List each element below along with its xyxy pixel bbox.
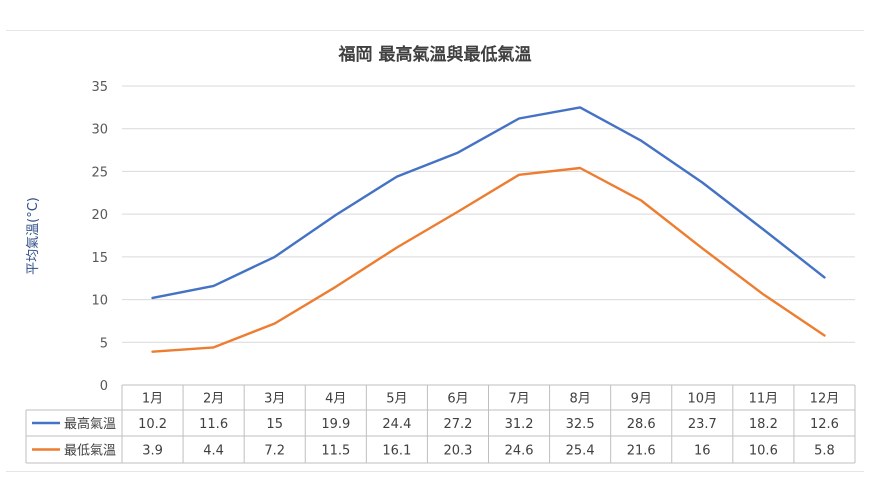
y-tick-label: 5 [100,336,108,351]
data-table-value: 18.2 [749,417,778,432]
y-tick-label: 25 [91,165,108,180]
data-table-value: 11.5 [321,444,350,459]
data-table-value: 15 [266,417,283,432]
y-tick-label: 30 [91,123,108,138]
data-table-value: 24.4 [382,417,411,432]
series-line [151,166,826,353]
data-table-value: 3.9 [142,444,163,459]
x-category-label: 3月 [264,392,285,407]
data-table-value: 10.2 [138,417,167,432]
data-table-value: 7.2 [264,444,285,459]
data-table-value: 25.4 [566,444,595,459]
series-layer [151,106,826,353]
data-table-value: 31.2 [505,417,534,432]
chart-title: 福岡 最高氣溫與最低氣溫 [338,44,532,65]
data-table-value: 16 [694,444,711,459]
x-category-label: 1月 [142,392,163,407]
legend-label: 最低氣溫 [64,444,116,459]
data-table-value: 20.3 [443,444,472,459]
grid-layer: 0 5 10 15 20 25 30 35 [91,80,855,394]
data-table-value: 24.6 [505,444,534,459]
data-table-value: 11.6 [199,417,228,432]
y-tick-label: 20 [91,208,108,223]
data-table-value: 32.5 [566,417,595,432]
data-table-value: 19.9 [321,417,350,432]
series-line [151,106,826,300]
y-tick-label: 15 [91,251,108,266]
x-category-label: 9月 [631,392,652,407]
x-category-label: 4月 [325,392,346,407]
data-table-value: 10.6 [749,444,778,459]
x-category-label: 7月 [508,392,529,407]
data-table-value: 5.8 [814,444,835,459]
x-category-label: 12月 [810,392,840,407]
x-category-label: 11月 [749,392,779,407]
data-table-value: 4.4 [203,444,224,459]
x-category-label: 10月 [688,392,718,407]
x-category-label: 2月 [203,392,224,407]
legend-label: 最高氣溫 [64,416,116,432]
data-table-value: 21.6 [627,444,656,459]
data-table-value: 27.2 [443,417,472,432]
x-category-label: 5月 [386,392,407,407]
y-tick-label: 35 [91,80,108,95]
x-category-label: 8月 [569,392,590,407]
data-table-value: 23.7 [688,417,717,432]
data-table-value: 28.6 [627,417,656,432]
y-tick-label: 10 [91,294,108,309]
x-category-label: 6月 [447,392,468,407]
data-table-value: 12.6 [810,417,839,432]
y-tick-label: 0 [100,379,108,394]
data-table-value: 16.1 [382,444,411,459]
y-axis-label: 平均氣溫(°C) [26,197,41,275]
chart-frame [6,30,864,472]
